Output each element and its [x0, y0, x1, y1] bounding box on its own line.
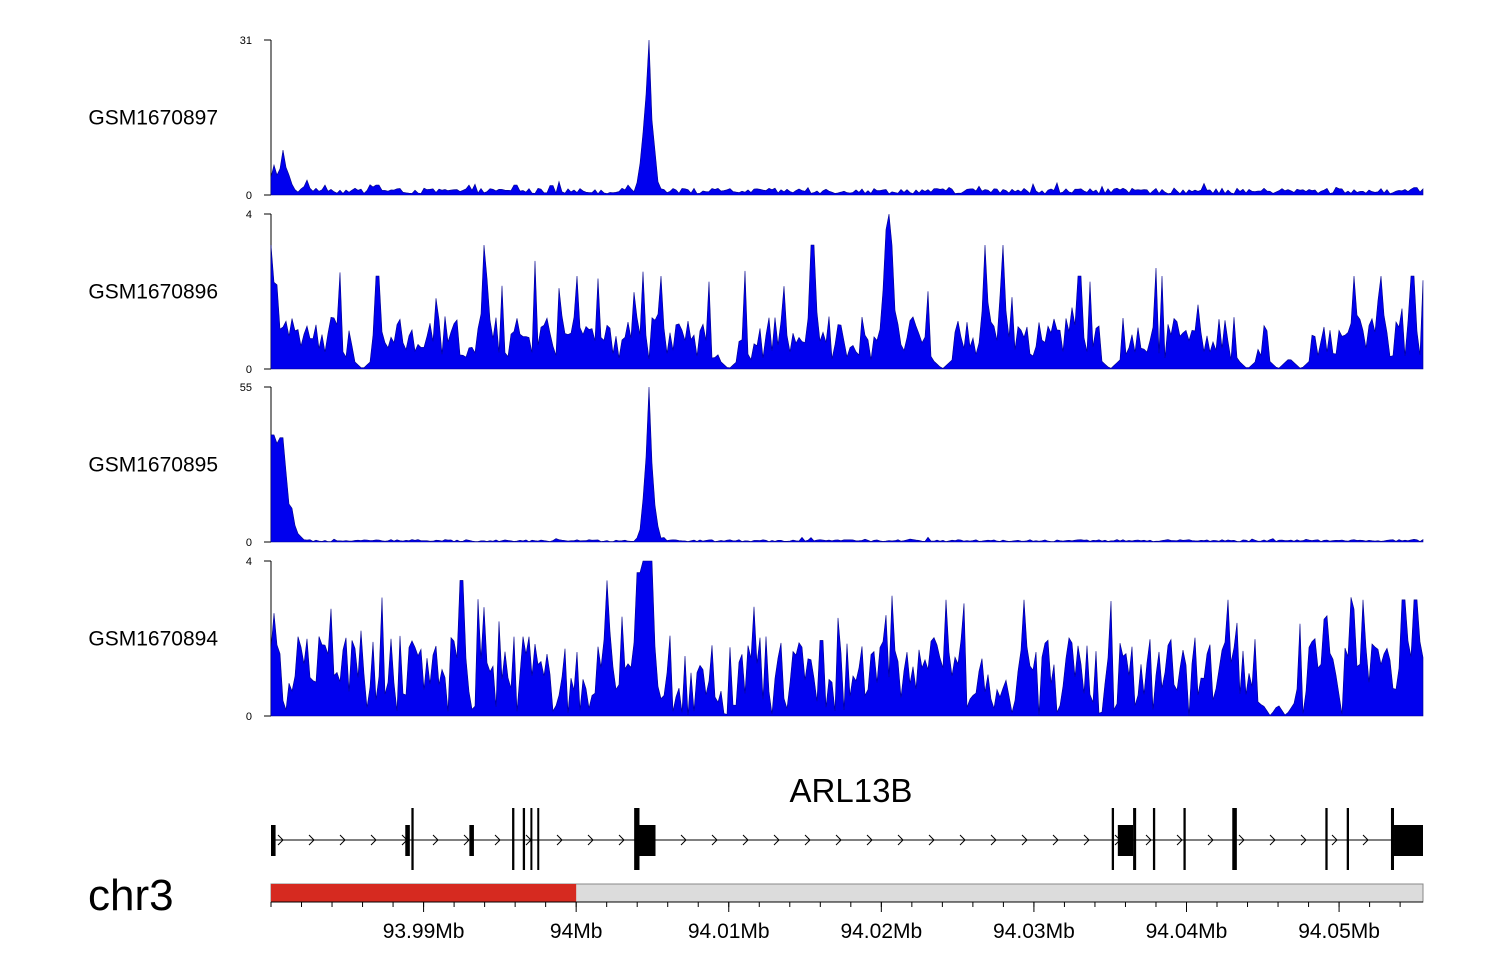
track-label: GSM1670894	[88, 628, 218, 651]
exon	[1111, 808, 1115, 870]
strand-arrow	[587, 834, 594, 846]
strand-arrow	[1207, 834, 1214, 846]
y-tick-label: 0	[246, 190, 252, 202]
signal-area	[270, 386, 1424, 543]
strand-arrow	[1238, 834, 1245, 846]
exon	[1390, 808, 1395, 870]
exon	[1117, 825, 1134, 856]
strand-arrow	[1145, 834, 1152, 846]
track-label: GSM1670895	[88, 454, 218, 477]
exon	[1232, 808, 1237, 870]
strand-arrow	[277, 834, 284, 846]
y-tick-label: 0	[246, 711, 252, 723]
strand-arrow	[1052, 834, 1059, 846]
exon	[537, 808, 540, 870]
strand-arrow	[370, 834, 377, 846]
y-tick-label: 55	[240, 382, 252, 394]
x-tick-label: 94Mb	[550, 920, 603, 943]
exon	[522, 808, 526, 870]
track-GSM1670896: GSM1670896 0 4	[88, 209, 1424, 376]
signal-area	[270, 560, 1424, 717]
strand-arrow	[1300, 834, 1307, 846]
genome-axis: 93.99Mb 94Mb 94.01Mb 94.02Mb 94.03Mb 94.04Mb 9…	[270, 901, 1423, 943]
exon	[1152, 808, 1156, 870]
exon	[271, 825, 276, 856]
exon	[634, 808, 640, 870]
strand-arrow	[711, 834, 718, 846]
strand-arrow	[990, 834, 997, 846]
exon	[1183, 808, 1186, 870]
track-GSM1670894: GSM1670894 0 4	[88, 556, 1424, 723]
strand-arrow	[835, 834, 842, 846]
strand-arrow	[308, 834, 315, 846]
strand-arrow	[339, 834, 346, 846]
strand-arrow	[773, 834, 780, 846]
strand-arrow	[680, 834, 687, 846]
x-tick-label: 94.03Mb	[993, 920, 1075, 943]
strand-arrow	[1176, 834, 1183, 846]
gene-model-track: ARL13B	[271, 772, 1423, 870]
x-tick-label: 94.02Mb	[840, 920, 922, 943]
x-tick-label: 94.01Mb	[688, 920, 770, 943]
y-tick-label: 4	[246, 556, 252, 568]
exon	[530, 808, 533, 870]
strand-arrow	[1331, 834, 1338, 846]
strand-arrow	[1269, 834, 1276, 846]
exon	[411, 808, 414, 870]
strand-arrow	[432, 834, 439, 846]
x-tick-label: 94.05Mb	[1298, 920, 1380, 943]
x-tick-label: 94.04Mb	[1146, 920, 1228, 943]
y-tick-label: 4	[246, 209, 252, 221]
gene-name-label: ARL13B	[790, 772, 913, 809]
y-tick-label: 31	[240, 35, 252, 47]
strand-arrow	[742, 834, 749, 846]
signal-area	[270, 213, 1424, 370]
ideogram-highlight	[271, 884, 577, 902]
track-GSM1670895: GSM1670895 0 55	[88, 382, 1424, 549]
strand-arrow	[1021, 834, 1028, 846]
signal-area	[270, 39, 1424, 196]
strand-arrow	[463, 834, 470, 846]
strand-arrow	[928, 834, 935, 846]
exon	[512, 808, 515, 870]
y-tick-label: 0	[246, 537, 252, 549]
exon	[1325, 808, 1328, 870]
y-tick-label: 0	[246, 364, 252, 376]
strand-arrow	[556, 834, 563, 846]
strand-arrow	[866, 834, 873, 846]
track-GSM1670897: GSM1670897 0 31	[88, 35, 1424, 202]
exon	[1346, 808, 1349, 870]
strand-arrow	[1362, 834, 1369, 846]
exon	[405, 825, 410, 856]
track-label: GSM1670896	[88, 281, 218, 304]
chromosome-label: chr3	[88, 871, 174, 920]
signal-tracks: GSM1670897031GSM167089604GSM1670895055GS…	[88, 35, 1424, 723]
exon	[1394, 825, 1423, 856]
track-label: GSM1670897	[88, 107, 218, 130]
strand-arrow	[494, 834, 501, 846]
strand-arrow	[618, 834, 625, 846]
strand-arrow	[804, 834, 811, 846]
exon	[639, 825, 656, 856]
x-tick-label: 93.99Mb	[383, 920, 465, 943]
strand-arrow	[897, 834, 904, 846]
exon	[469, 825, 474, 856]
exon	[1133, 808, 1137, 870]
strand-arrow	[1083, 834, 1090, 846]
strand-arrow	[959, 834, 966, 846]
chromosome-ideogram: chr3	[88, 871, 1424, 920]
